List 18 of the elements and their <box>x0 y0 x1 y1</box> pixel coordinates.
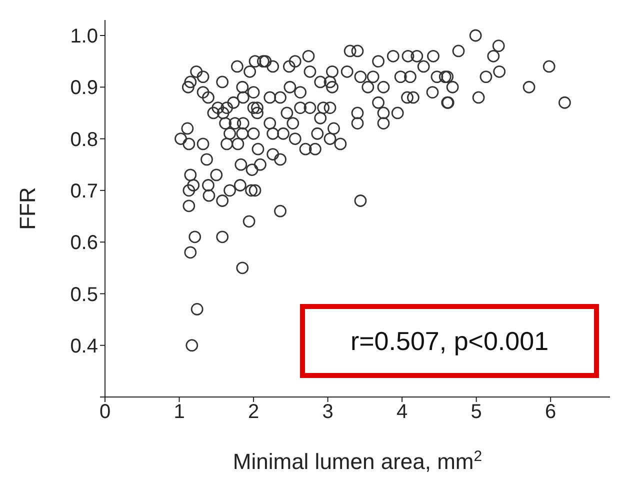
y-tick-label: 0.7 <box>70 180 98 203</box>
x-axis-title: Minimal lumen area, mm$^{2}$ <box>232 448 482 474</box>
y-tick-label: 1.0 <box>70 26 98 48</box>
y-tick-label: 0.8 <box>70 128 98 151</box>
x-tick-label: 1 <box>174 401 185 424</box>
y-tick-label: 0.4 <box>70 335 98 358</box>
annotation: r=0.507, p<0.001 <box>350 326 549 356</box>
y-axis-title: FFR <box>15 187 40 230</box>
y-tick-label: 0.5 <box>70 284 98 306</box>
y-tick-label: 0.6 <box>70 232 98 254</box>
x-tick-label: 4 <box>396 401 408 424</box>
x-tick-label: 6 <box>545 401 556 424</box>
x-tick-label: 2 <box>248 401 260 424</box>
text-frame: r=0.507, p<0.001 <box>300 304 599 378</box>
x-tick-label: 0 <box>99 401 111 424</box>
y-tick-label: 0.9 <box>70 77 98 100</box>
x-tick-label: 3 <box>322 401 334 424</box>
x-tick-label: 5 <box>470 401 482 424</box>
